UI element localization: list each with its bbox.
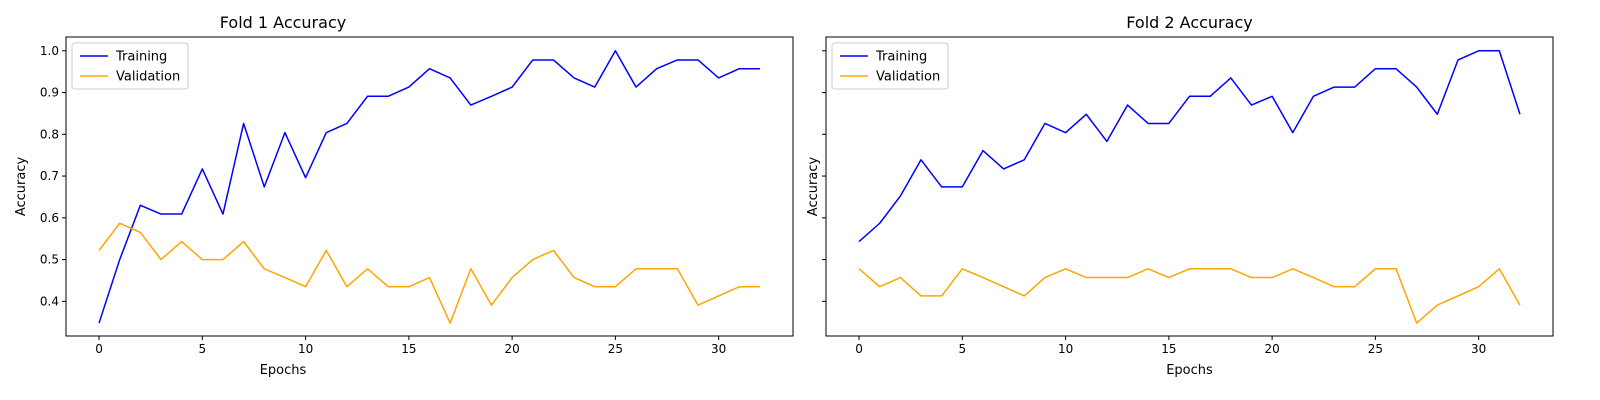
x-tick-label: 25 — [1368, 342, 1383, 356]
x-tick-label: 5 — [958, 342, 966, 356]
x-axis-label: Epochs — [1166, 363, 1213, 378]
plot-area-frame — [825, 36, 1554, 337]
series-line-training — [858, 50, 1521, 243]
y-axis-label: Accuracy — [806, 157, 821, 217]
y-tick-label: 0.8 — [40, 127, 59, 141]
x-tick-label: 20 — [504, 342, 519, 356]
x-tick-label: 25 — [608, 342, 623, 356]
series-line-validation — [98, 222, 760, 324]
chart-title: Fold 1 Accuracy — [220, 13, 346, 32]
series-line-training — [98, 50, 760, 324]
legend: Training Validation — [831, 42, 949, 90]
y-axis-label: Accuracy — [14, 157, 29, 217]
chart-panel-fold-2: Fold 2 Accuracy Epochs Accuracy 0 5 10 15 20… — [806, 13, 1554, 378]
y-tick-label: 0.7 — [40, 169, 59, 183]
chart-title: Fold 2 Accuracy — [1126, 13, 1252, 32]
series-lines — [858, 50, 1521, 324]
series-line-validation — [858, 268, 1521, 324]
legend-label-validation: Validation — [116, 70, 180, 85]
legend-label-training: Training — [115, 50, 167, 65]
x-tick-label: 0 — [95, 342, 103, 356]
x-tick-label: 30 — [1471, 342, 1486, 356]
x-tick-label: 10 — [298, 342, 313, 356]
x-tick-label: 15 — [401, 342, 416, 356]
y-tick-label: 0.6 — [40, 211, 59, 225]
x-tick-label: 30 — [711, 342, 726, 356]
legend-box — [71, 42, 189, 90]
y-tick-label: 1.0 — [40, 44, 59, 58]
chart-panel-fold-1: Fold 1 Accuracy Epochs Accuracy 0 5 10 15 20… — [14, 13, 794, 378]
x-axis-label: Epochs — [260, 363, 307, 378]
x-tick-label: 10 — [1058, 342, 1073, 356]
x-tick-label: 20 — [1264, 342, 1279, 356]
y-tick-label: 0.4 — [40, 294, 59, 308]
series-lines — [98, 50, 760, 324]
legend: Training Validation — [71, 42, 189, 90]
axis-ticks: 0 5 10 15 20 25 30 — [822, 50, 1486, 356]
legend-label-validation: Validation — [876, 70, 940, 85]
x-tick-label: 15 — [1161, 342, 1176, 356]
y-tick-label: 0.9 — [40, 86, 59, 100]
legend-label-training: Training — [875, 50, 927, 65]
x-tick-label: 5 — [198, 342, 206, 356]
legend-box — [831, 42, 949, 90]
plot-area-frame — [65, 36, 794, 337]
y-tick-label: 0.5 — [40, 253, 59, 267]
axis-ticks: 0 5 10 15 20 25 30 0.4 0.5 0.6 0.7 0.8 0.9 1.0 — [40, 44, 726, 356]
x-tick-label: 0 — [855, 342, 863, 356]
